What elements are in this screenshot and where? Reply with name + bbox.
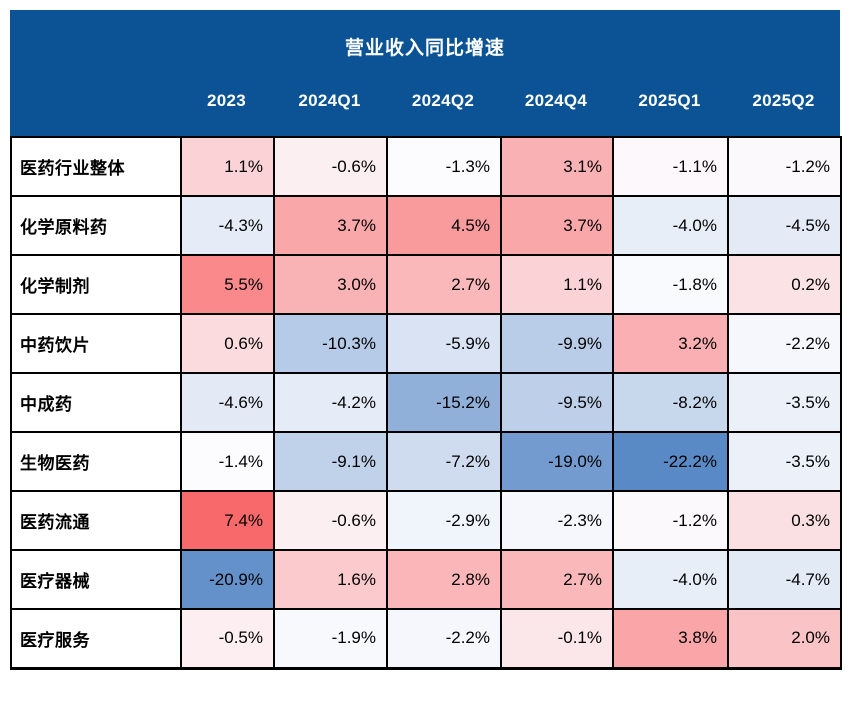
table-row: 化学制剂 5.5% 3.0% 2.7% 1.1% -1.8% 0.2% <box>10 254 842 315</box>
value-cell: 2.0% <box>727 608 842 670</box>
value-cell: -1.4% <box>180 431 275 492</box>
value-cell: 3.2% <box>612 313 729 374</box>
value-cell: 1.1% <box>500 254 614 315</box>
column-header-2023: 2023 <box>206 91 247 110</box>
value-cell: -0.1% <box>500 608 614 670</box>
heatmap-body: 医药行业整体 1.1% -0.6% -1.3% 3.1% -1.1% -1.2% 化学原料药 -… <box>10 136 842 670</box>
table-row: 医药流通 7.4% -0.6% -2.9% -2.3% -1.2% 0.3% <box>10 490 842 551</box>
value-cell: -4.0% <box>612 549 729 610</box>
value-cell: -2.3% <box>500 490 614 551</box>
value-cell: -4.0% <box>612 195 729 256</box>
value-cell: -19.0% <box>500 431 614 492</box>
revenue-growth-heatmap: 营业收入同比增速 2023 2024Q1 2024Q2 2024Q4 2025Q… <box>10 10 842 670</box>
table-row: 中药饮片 0.6% -10.3% -5.9% -9.9% 3.2% -2.2% <box>10 313 842 374</box>
value-cell: -2.2% <box>727 313 842 374</box>
value-cell: 3.7% <box>273 195 388 256</box>
value-cell: -3.5% <box>727 372 842 433</box>
value-cell: -22.2% <box>612 431 729 492</box>
value-cell: -2.2% <box>386 608 502 670</box>
value-cell: -4.5% <box>727 195 842 256</box>
table-header-band: 营业收入同比增速 2023 2024Q1 2024Q2 2024Q4 2025Q… <box>10 10 840 136</box>
table-row: 医疗器械 -20.9% 1.6% 2.8% 2.7% -4.0% -4.7% <box>10 549 842 610</box>
value-cell: -1.1% <box>612 136 729 197</box>
value-cell: 2.7% <box>500 549 614 610</box>
row-label: 中药饮片 <box>10 313 182 374</box>
value-cell: 7.4% <box>180 490 275 551</box>
value-cell: -9.9% <box>500 313 614 374</box>
row-label: 化学制剂 <box>10 254 182 315</box>
value-cell: -7.2% <box>386 431 502 492</box>
value-cell: -15.2% <box>386 372 502 433</box>
row-label: 医药流通 <box>10 490 182 551</box>
value-cell: -20.9% <box>180 549 275 610</box>
heatmap-table: 医药行业整体 1.1% -0.6% -1.3% 3.1% -1.1% -1.2% 化学原料药 -… <box>10 136 842 670</box>
value-cell: -3.5% <box>727 431 842 492</box>
row-label: 生物医药 <box>10 431 182 492</box>
column-header-2024q4: 2024Q4 <box>524 91 588 110</box>
column-header-2024q1: 2024Q1 <box>298 91 361 110</box>
value-cell: -9.5% <box>500 372 614 433</box>
value-cell: -2.9% <box>386 490 502 551</box>
value-cell: -1.3% <box>386 136 502 197</box>
table-row: 中成药 -4.6% -4.2% -15.2% -9.5% -8.2% -3.5% <box>10 372 842 433</box>
value-cell: 2.7% <box>386 254 502 315</box>
value-cell: -1.9% <box>273 608 388 670</box>
row-label: 医疗服务 <box>10 608 182 670</box>
column-header-row: 2023 2024Q1 2024Q2 2024Q4 2025Q1 2025Q2 <box>10 91 840 111</box>
value-cell: 3.1% <box>500 136 614 197</box>
value-cell: -1.2% <box>727 136 842 197</box>
table-title: 营业收入同比增速 <box>344 38 505 59</box>
value-cell: -0.5% <box>180 608 275 670</box>
value-cell: 4.5% <box>386 195 502 256</box>
value-cell: -0.6% <box>273 490 388 551</box>
table-row: 生物医药 -1.4% -9.1% -7.2% -19.0% -22.2% -3.5% <box>10 431 842 492</box>
value-cell: 1.6% <box>273 549 388 610</box>
row-label: 医疗器械 <box>10 549 182 610</box>
value-cell: 5.5% <box>180 254 275 315</box>
value-cell: -8.2% <box>612 372 729 433</box>
value-cell: -1.8% <box>612 254 729 315</box>
value-cell: -4.2% <box>273 372 388 433</box>
column-header-2025q1: 2025Q1 <box>638 91 701 110</box>
value-cell: 3.7% <box>500 195 614 256</box>
value-cell: -4.6% <box>180 372 275 433</box>
value-cell: -4.3% <box>180 195 275 256</box>
value-cell: -5.9% <box>386 313 502 374</box>
value-cell: -10.3% <box>273 313 388 374</box>
value-cell: 0.6% <box>180 313 275 374</box>
value-cell: 1.1% <box>180 136 275 197</box>
value-cell: -0.6% <box>273 136 388 197</box>
table-row: 化学原料药 -4.3% 3.7% 4.5% 3.7% -4.0% -4.5% <box>10 195 842 256</box>
value-cell: -1.2% <box>612 490 729 551</box>
value-cell: 3.0% <box>273 254 388 315</box>
value-cell: 3.8% <box>612 608 729 670</box>
table-row: 医药行业整体 1.1% -0.6% -1.3% 3.1% -1.1% -1.2% <box>10 136 842 197</box>
value-cell: -9.1% <box>273 431 388 492</box>
value-cell: 0.3% <box>727 490 842 551</box>
row-label: 化学原料药 <box>10 195 182 256</box>
value-cell: 2.8% <box>386 549 502 610</box>
value-cell: 0.2% <box>727 254 842 315</box>
column-header-2024q2: 2024Q2 <box>411 91 475 110</box>
value-cell: -4.7% <box>727 549 842 610</box>
column-header-2025q2: 2025Q2 <box>752 91 815 110</box>
row-label: 中成药 <box>10 372 182 433</box>
table-row: 医疗服务 -0.5% -1.9% -2.2% -0.1% 3.8% 2.0% <box>10 608 842 670</box>
row-label: 医药行业整体 <box>10 136 182 197</box>
